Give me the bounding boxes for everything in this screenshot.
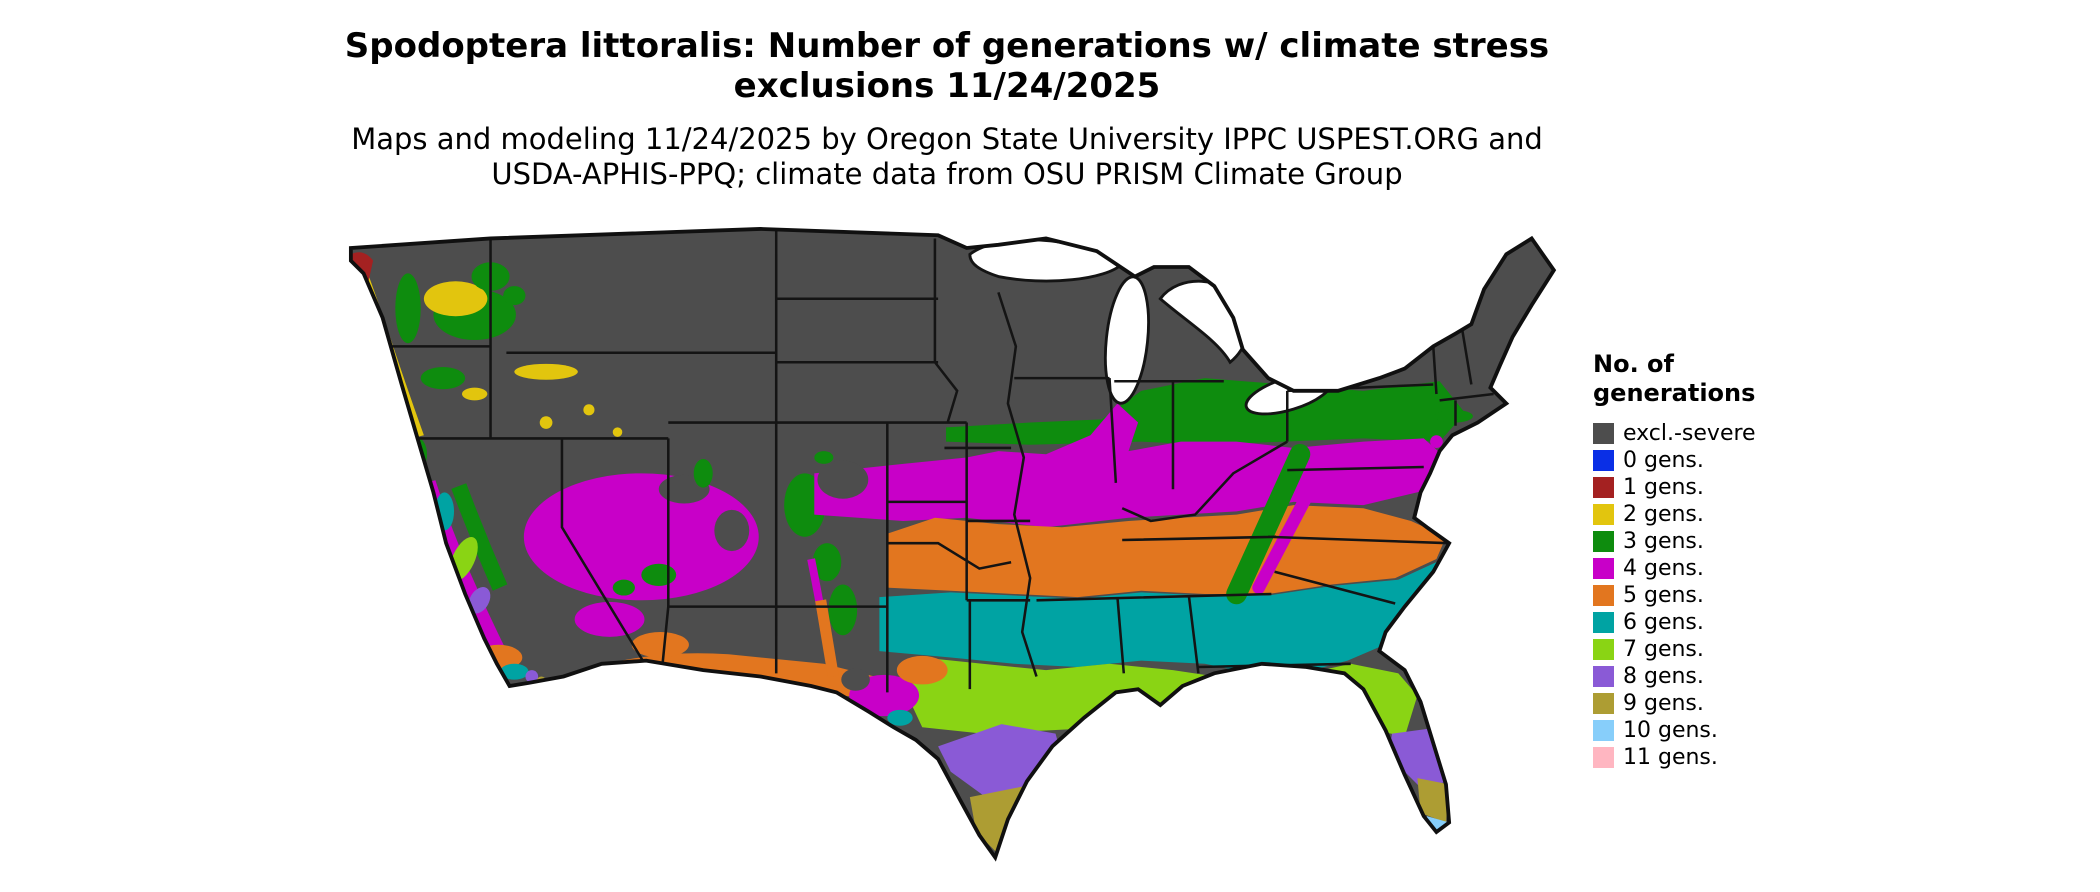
legend-item-1-gens: 1 gens. <box>1593 474 1756 501</box>
legend-swatch <box>1593 585 1614 606</box>
legend-item-7-gens: 7 gens. <box>1593 636 1756 663</box>
legend-label: 8 gens. <box>1623 664 1704 689</box>
title-block: Spodoptera littoralis: Number of generat… <box>0 26 1894 192</box>
subtitle-line-1: Maps and modeling 11/24/2025 by Oregon S… <box>351 122 1543 156</box>
legend-item-4-gens: 4 gens. <box>1593 555 1756 582</box>
legend-title: No. of generations <box>1593 350 1756 408</box>
legend-item-9-gens: 9 gens. <box>1593 690 1756 717</box>
legend-item-0-gens: 0 gens. <box>1593 447 1756 474</box>
title-line-2: exclusions 11/24/2025 <box>733 66 1161 106</box>
legend-swatch <box>1593 747 1614 768</box>
legend-label: 4 gens. <box>1623 556 1704 581</box>
legend-label: 0 gens. <box>1623 448 1704 473</box>
legend-swatch <box>1593 558 1614 579</box>
title-line-1: Spodoptera littoralis: Number of generat… <box>344 26 1550 66</box>
legend-swatch <box>1593 720 1614 741</box>
legend-items: excl.-severe 0 gens. 1 gens. 2 gens. 3 g… <box>1593 420 1756 771</box>
legend-swatch <box>1593 531 1614 552</box>
legend-swatch <box>1593 450 1614 471</box>
legend-label: 2 gens. <box>1623 502 1704 527</box>
legend-swatch <box>1593 423 1614 444</box>
legend-title-line-1: No. of <box>1593 350 1674 378</box>
legend-item-8-gens: 8 gens. <box>1593 663 1756 690</box>
legend-swatch <box>1593 666 1614 687</box>
legend-swatch <box>1593 693 1614 714</box>
map-region-fills <box>350 228 1554 858</box>
legend-label: 11 gens. <box>1623 745 1718 770</box>
legend-label: 7 gens. <box>1623 637 1704 662</box>
legend-label: 3 gens. <box>1623 529 1704 554</box>
legend-label: 6 gens. <box>1623 610 1704 635</box>
legend-item-3-gens: 3 gens. <box>1593 528 1756 555</box>
legend-item-excl-severe: excl.-severe <box>1593 420 1756 447</box>
legend-swatch <box>1593 612 1614 633</box>
map-legend: No. of generations excl.-severe 0 gens. … <box>1593 350 1756 771</box>
legend-item-11-gens: 11 gens. <box>1593 744 1756 771</box>
legend-label: 1 gens. <box>1623 475 1704 500</box>
legend-swatch <box>1593 504 1614 525</box>
legend-label: excl.-severe <box>1623 421 1756 446</box>
legend-label: 9 gens. <box>1623 691 1704 716</box>
page-title: Spodoptera littoralis: Number of generat… <box>0 26 1894 106</box>
legend-swatch <box>1593 477 1614 498</box>
page-subtitle: Maps and modeling 11/24/2025 by Oregon S… <box>0 122 1894 192</box>
legend-item-10-gens: 10 gens. <box>1593 717 1756 744</box>
us-generations-map <box>348 227 1556 860</box>
legend-item-6-gens: 6 gens. <box>1593 609 1756 636</box>
legend-swatch <box>1593 639 1614 660</box>
subtitle-line-2: USDA-APHIS-PPQ; climate data from OSU PR… <box>491 157 1403 191</box>
legend-item-2-gens: 2 gens. <box>1593 501 1756 528</box>
legend-label: 10 gens. <box>1623 718 1718 743</box>
state-borders <box>363 228 1494 693</box>
legend-label: 5 gens. <box>1623 583 1704 608</box>
legend-title-line-2: generations <box>1593 379 1756 407</box>
legend-item-5-gens: 5 gens. <box>1593 582 1756 609</box>
